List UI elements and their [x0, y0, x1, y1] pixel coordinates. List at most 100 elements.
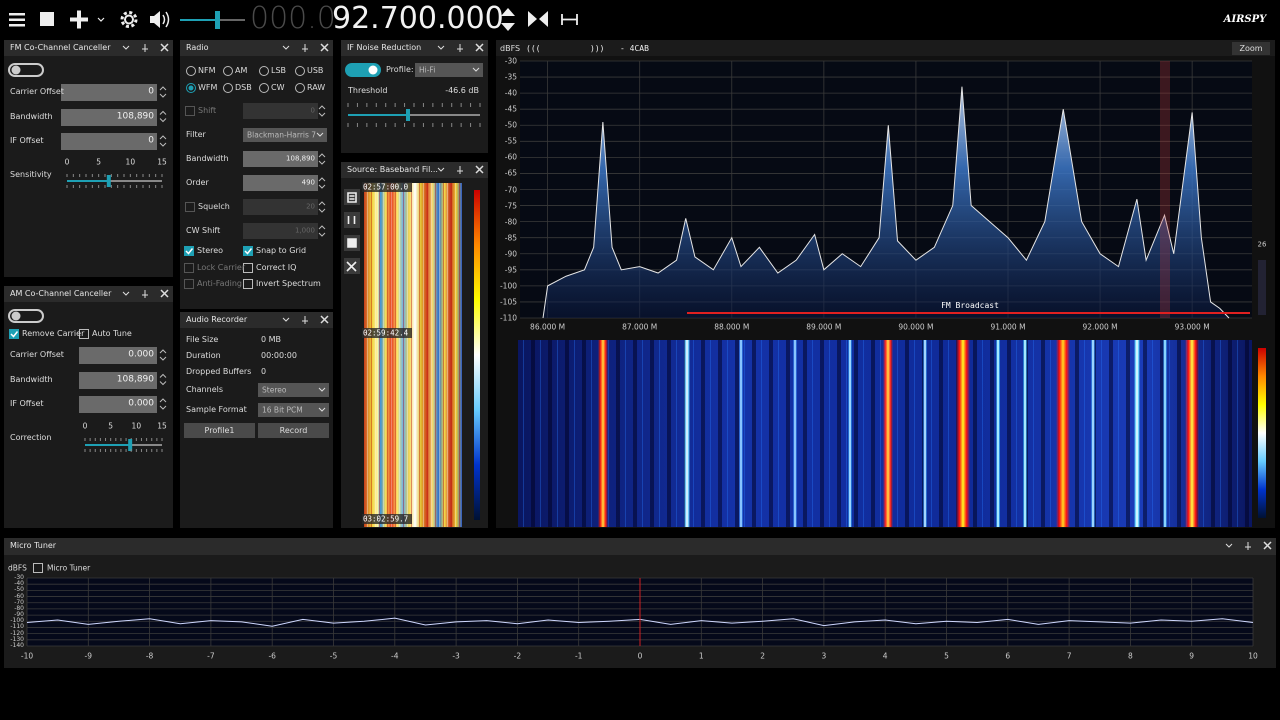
collapse-icon[interactable] [437, 45, 445, 50]
checkbox[interactable] [185, 202, 195, 212]
slider-tick-label: 5 [108, 421, 114, 431]
combo-box[interactable] [258, 403, 329, 417]
checkbox[interactable] [79, 329, 89, 339]
checkbox-label: Remove Carrier [22, 329, 85, 338]
spinner[interactable] [318, 177, 326, 189]
spinner[interactable] [159, 135, 167, 147]
pin-icon[interactable] [302, 316, 308, 324]
spinner[interactable] [159, 110, 167, 123]
combo-box[interactable] [258, 383, 329, 397]
button-label[interactable]: Profile1 [204, 425, 235, 435]
pin-icon[interactable] [457, 44, 463, 52]
collapse-icon[interactable] [122, 45, 130, 50]
radio-button[interactable] [259, 66, 269, 76]
input-box[interactable] [243, 151, 318, 167]
zoom-button[interactable] [1232, 42, 1270, 55]
button-label[interactable]: Zoom [1239, 43, 1263, 53]
pin-icon[interactable] [142, 290, 148, 298]
radio-button[interactable] [295, 66, 305, 76]
toolbar-icons[interactable] [9, 8, 578, 31]
y-tick-label: -120 [10, 629, 24, 637]
spinner[interactable] [159, 373, 167, 386]
close-icon[interactable] [320, 43, 329, 52]
collapse-icon[interactable] [437, 167, 445, 172]
y-tick-label: -70 [504, 184, 517, 194]
x-tick-label: 86.000 M [530, 322, 566, 332]
combo-box[interactable] [243, 128, 327, 142]
collapse-icon[interactable] [282, 317, 290, 322]
panel-title-bar [180, 40, 333, 56]
input-box[interactable] [243, 175, 318, 191]
spinner[interactable] [318, 201, 326, 213]
slider-thumb[interactable] [406, 109, 410, 121]
x-tick-label: -8 [145, 651, 154, 661]
radio-button[interactable] [186, 66, 196, 76]
pin-icon[interactable] [457, 166, 463, 174]
input-box[interactable] [61, 84, 157, 101]
checkbox[interactable] [243, 246, 253, 256]
input-box[interactable] [61, 108, 157, 126]
checkbox[interactable] [184, 262, 194, 273]
radio-button[interactable] [259, 83, 269, 93]
button[interactable] [258, 423, 329, 438]
button[interactable] [184, 423, 255, 438]
close-icon[interactable] [160, 43, 169, 52]
close-icon[interactable] [475, 165, 484, 174]
field-value: 1,000 [294, 226, 315, 235]
toggle-switch[interactable] [8, 63, 44, 77]
input-box[interactable] [61, 133, 157, 150]
input-box[interactable] [243, 223, 318, 239]
radio-button[interactable] [186, 83, 196, 93]
panel-title-bar [341, 40, 488, 56]
checkbox[interactable] [185, 106, 195, 116]
spinner[interactable] [159, 349, 167, 361]
pin-icon[interactable] [1245, 542, 1251, 550]
panel-title: FM Co-Channel Canceller [10, 43, 111, 52]
radio-button[interactable] [223, 83, 233, 93]
combo-value: 16 Bit PCM [262, 405, 303, 415]
radio-button[interactable] [223, 66, 233, 76]
input-box[interactable] [79, 347, 157, 364]
collapse-icon[interactable] [282, 45, 290, 50]
y-tick-label: -140 [10, 642, 24, 649]
close-icon[interactable] [1263, 541, 1272, 550]
checkbox[interactable] [184, 246, 194, 256]
checkbox[interactable] [9, 329, 19, 339]
slider-thumb[interactable] [106, 175, 111, 187]
input-box[interactable] [243, 103, 318, 119]
button-label[interactable]: Record [279, 425, 308, 435]
checkbox[interactable] [243, 262, 253, 273]
pin-icon[interactable] [302, 44, 308, 52]
spinner[interactable] [318, 105, 326, 117]
y-tick-label: -80 [14, 604, 24, 612]
time-tag [362, 182, 412, 192]
collapse-icon[interactable] [122, 291, 130, 296]
combo-box[interactable] [415, 63, 483, 77]
checkbox[interactable] [243, 279, 253, 289]
toggle-switch[interactable] [8, 309, 44, 323]
radio-button[interactable] [295, 83, 305, 93]
close-icon[interactable] [160, 289, 169, 298]
time-tag [362, 514, 412, 524]
checkbox[interactable] [184, 279, 194, 289]
field-label: Dropped Buffers [186, 367, 252, 376]
spinner[interactable] [159, 398, 167, 410]
close-icon[interactable] [320, 315, 329, 324]
input-box[interactable] [79, 396, 157, 413]
slider-thumb[interactable] [128, 439, 133, 451]
slider-label: Sensitivity [10, 170, 52, 179]
input-box[interactable] [79, 371, 157, 389]
spinner[interactable] [318, 225, 326, 237]
field-label: CW Shift [186, 226, 221, 235]
close-icon[interactable] [475, 43, 484, 52]
input-box[interactable] [243, 199, 318, 215]
frequency-display[interactable]: 92.700.000 [332, 1, 504, 36]
collapse-icon[interactable] [1225, 543, 1233, 548]
pin-icon[interactable] [142, 44, 148, 52]
slider-tick-label: 10 [125, 157, 136, 167]
spinner[interactable] [159, 86, 167, 98]
color-scale [474, 190, 480, 520]
spinner[interactable] [318, 153, 326, 165]
field-label: Filter [186, 130, 206, 139]
checkbox[interactable] [33, 563, 43, 573]
